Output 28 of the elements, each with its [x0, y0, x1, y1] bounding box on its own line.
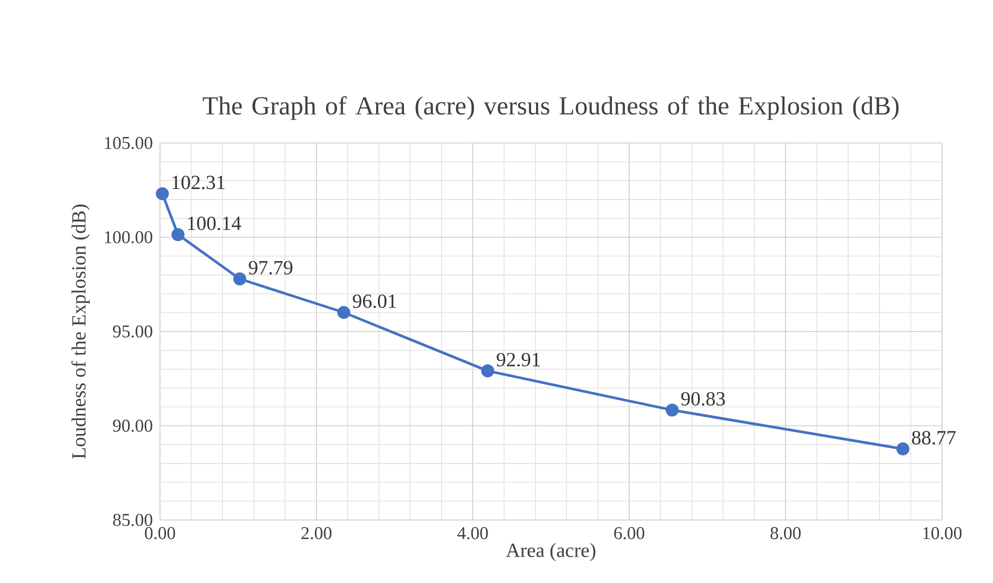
y-tick-label: 90.00: [113, 420, 152, 432]
point: [666, 404, 679, 417]
point: [337, 306, 350, 319]
data-label: 96.01: [352, 294, 396, 308]
x-tick-label: 10.00: [923, 527, 962, 540]
y-tick-label: 85.00: [113, 514, 152, 526]
x-tick-label: 8.00: [770, 527, 801, 540]
x-tick-label: 2.00: [301, 527, 332, 540]
data-label: 97.79: [248, 260, 292, 274]
data-label: 102.31: [172, 176, 225, 190]
y-tick-label: 100.00: [105, 231, 152, 244]
y-tick-label: 95.00: [113, 325, 152, 338]
point: [233, 272, 246, 286]
point: [896, 442, 910, 456]
y-axis-title: Loudness of the Explosion (dB): [71, 204, 90, 459]
x-axis-title: Area (acre): [506, 542, 596, 562]
data-label: 90.83: [681, 392, 725, 406]
chart-title: The Graph of Area (acre) versus Loudness of the Explosion (dB): [202, 96, 899, 120]
point: [171, 228, 184, 242]
data-label: 100.14: [188, 216, 242, 230]
x-tick-label: 0.00: [144, 527, 176, 540]
x-tick-label: 4.00: [457, 527, 488, 540]
x-tick-label: 6.00: [614, 527, 644, 540]
point: [481, 364, 494, 378]
y-tick-label: 105.00: [105, 136, 152, 150]
point: [156, 187, 169, 200]
data-label: 92.91: [496, 352, 540, 366]
data-label: 88.77: [912, 430, 956, 445]
